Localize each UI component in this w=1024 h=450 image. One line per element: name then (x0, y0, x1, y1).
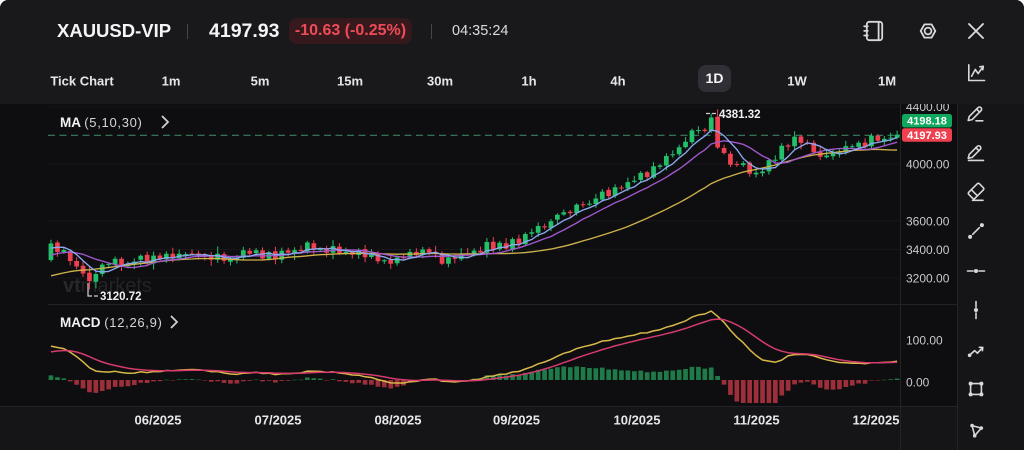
svg-text:MACD (12,26,9): MACD (12,26,9) (60, 315, 163, 330)
svg-text:12/2025: 12/2025 (853, 413, 900, 428)
svg-text:10/2025: 10/2025 (614, 413, 661, 428)
svg-text:0.00: 0.00 (906, 376, 930, 390)
svg-text:4381.32: 4381.32 (719, 109, 761, 121)
svg-text:3400.00: 3400.00 (906, 243, 950, 257)
svg-text:100.00: 100.00 (906, 334, 943, 348)
svg-text:08/2025: 08/2025 (375, 413, 422, 428)
svg-text:06/2025: 06/2025 (135, 413, 182, 428)
svg-text:4198.18: 4198.18 (907, 116, 947, 128)
svg-text:4400.00: 4400.00 (906, 104, 950, 114)
svg-text:4197.93: 4197.93 (907, 130, 947, 142)
svg-text:4000.00: 4000.00 (906, 157, 950, 171)
svg-text:3120.72: 3120.72 (100, 291, 142, 303)
svg-text:MA (5,10,30): MA (5,10,30) (60, 115, 143, 130)
svg-text:vtmarkets: vtmarkets (63, 275, 152, 297)
svg-text:11/2025: 11/2025 (733, 413, 779, 428)
svg-text:07/2025: 07/2025 (255, 413, 302, 428)
svg-text:09/2025: 09/2025 (493, 413, 540, 428)
svg-text:3200.00: 3200.00 (906, 272, 950, 286)
svg-text:3600.00: 3600.00 (906, 214, 950, 228)
